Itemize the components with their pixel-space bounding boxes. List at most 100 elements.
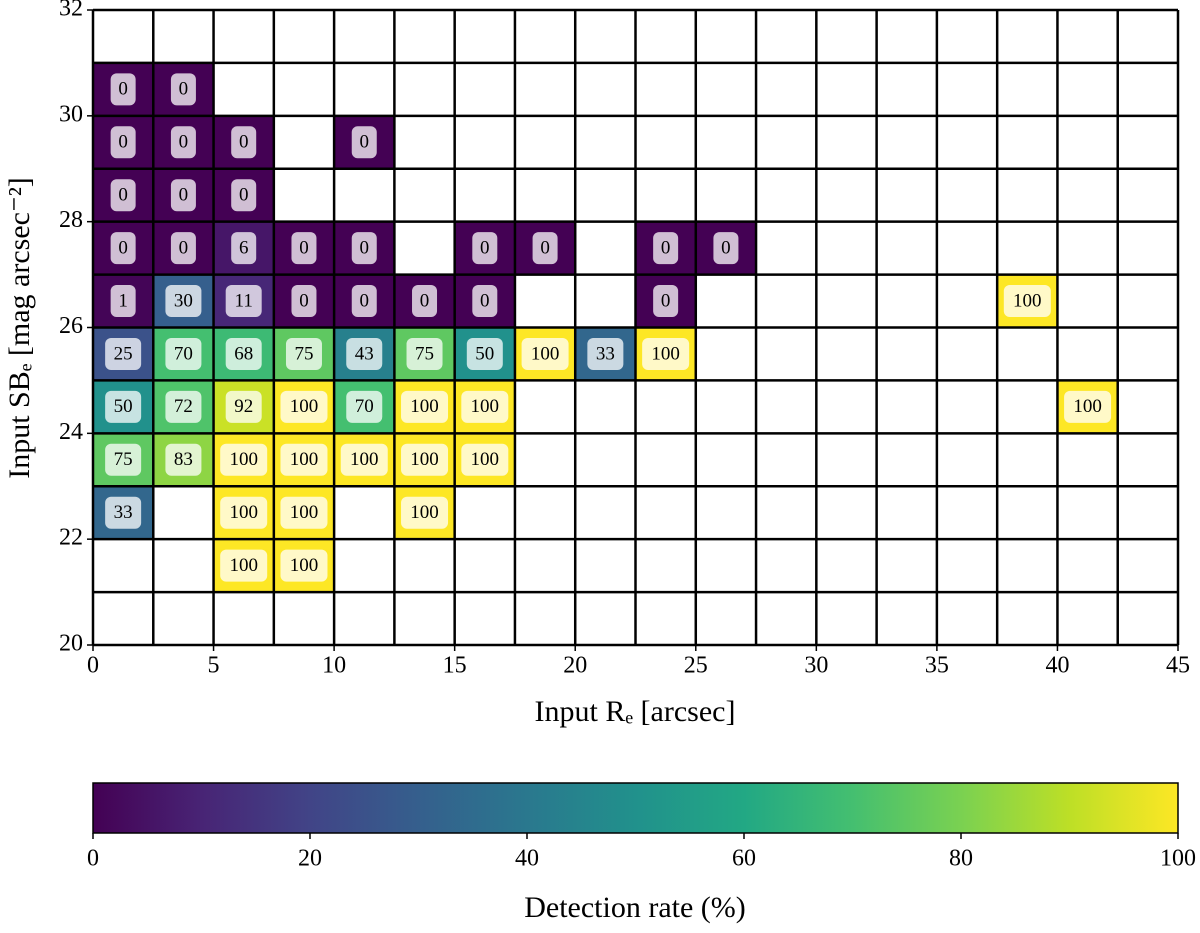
value-label: 100 <box>290 502 319 523</box>
value-label: 0 <box>480 290 490 311</box>
value-label: 0 <box>118 237 128 258</box>
colorbar-tick-label: 20 <box>298 846 322 872</box>
value-label: 0 <box>480 237 490 258</box>
value-label: 25 <box>114 343 133 364</box>
value-label: 100 <box>410 502 439 523</box>
value-label-box <box>165 443 202 476</box>
value-label: 0 <box>661 237 671 258</box>
x-tick-label: 35 <box>925 653 949 679</box>
value-label: 70 <box>355 396 374 417</box>
value-label: 100 <box>229 502 258 523</box>
value-label-box <box>170 126 196 159</box>
value-label: 43 <box>355 343 374 364</box>
value-label-box <box>587 337 624 370</box>
y-tick-label: 26 <box>59 313 83 339</box>
value-label-box <box>401 496 449 529</box>
value-label: 100 <box>290 449 319 470</box>
x-tick-label: 25 <box>684 653 708 679</box>
value-label-box <box>521 337 569 370</box>
value-label: 0 <box>179 79 189 100</box>
value-label: 0 <box>721 237 731 258</box>
value-label: 0 <box>118 79 128 100</box>
value-label: 100 <box>1013 290 1042 311</box>
colorbar-tick-label: 80 <box>949 846 973 872</box>
value-label: 0 <box>661 290 671 311</box>
value-label: 100 <box>350 449 379 470</box>
value-label-box <box>713 232 739 265</box>
y-axis-label: Input SBₑ [mag arcsec⁻²] <box>3 177 36 479</box>
value-label-box <box>346 337 383 370</box>
value-label-box <box>280 390 328 423</box>
value-label-box <box>231 179 257 212</box>
value-label-box <box>280 443 328 476</box>
value-label-box <box>532 232 558 265</box>
value-label-box <box>412 285 438 318</box>
value-label: 75 <box>415 343 434 364</box>
value-label: 50 <box>475 343 494 364</box>
colorbar-tick-label: 60 <box>732 846 756 872</box>
value-label-box <box>170 179 196 212</box>
value-label: 100 <box>531 343 560 364</box>
value-label-box <box>220 549 268 582</box>
value-label-box <box>170 232 196 265</box>
value-label-box <box>231 126 257 159</box>
value-label-box <box>461 443 509 476</box>
value-label: 0 <box>179 237 189 258</box>
x-tick-label: 45 <box>1166 653 1190 679</box>
value-label: 100 <box>410 396 439 417</box>
value-label: 1 <box>118 290 128 311</box>
value-label-box <box>280 549 328 582</box>
value-label: 100 <box>471 449 500 470</box>
value-label: 30 <box>174 290 193 311</box>
value-label-box <box>472 285 498 318</box>
value-label-box <box>105 337 142 370</box>
value-label: 70 <box>174 343 193 364</box>
x-tick-label: 40 <box>1045 653 1069 679</box>
value-label: 0 <box>179 132 189 153</box>
colorbar-label: Detection rate (%) <box>524 891 746 924</box>
value-label: 0 <box>360 237 370 258</box>
value-label-box <box>1064 390 1112 423</box>
value-label: 0 <box>239 185 249 206</box>
colorbar-tick-label: 40 <box>515 846 539 872</box>
value-label-box <box>291 285 317 318</box>
y-tick-label: 32 <box>59 0 83 22</box>
value-label-box <box>225 390 262 423</box>
x-tick-label: 5 <box>208 653 220 679</box>
value-label: 0 <box>299 237 309 258</box>
value-label-box <box>231 232 257 265</box>
value-label-box <box>461 390 509 423</box>
value-label: 0 <box>179 185 189 206</box>
value-label-box <box>1003 285 1051 318</box>
value-label: 100 <box>1073 396 1102 417</box>
value-label: 100 <box>410 449 439 470</box>
value-label: 68 <box>234 343 253 364</box>
value-label: 83 <box>174 449 193 470</box>
value-label: 100 <box>471 396 500 417</box>
value-label: 0 <box>239 132 249 153</box>
value-label-box <box>340 443 388 476</box>
value-label-box <box>285 337 322 370</box>
value-label: 100 <box>229 555 258 576</box>
value-label-box <box>351 232 377 265</box>
value-label-box <box>110 73 136 106</box>
x-tick-label: 10 <box>322 653 346 679</box>
value-label-box <box>351 126 377 159</box>
value-label-box <box>642 337 690 370</box>
value-label: 72 <box>174 396 193 417</box>
value-label: 0 <box>540 237 550 258</box>
colorbar-tick-label: 100 <box>1160 846 1196 872</box>
value-label-box <box>472 232 498 265</box>
colorbar <box>92 782 1179 834</box>
value-label: 0 <box>299 290 309 311</box>
value-label-box <box>291 232 317 265</box>
value-label: 0 <box>118 132 128 153</box>
value-label: 100 <box>229 449 258 470</box>
value-label-box <box>105 496 142 529</box>
value-label-box <box>401 390 449 423</box>
x-tick-label: 20 <box>563 653 587 679</box>
value-label: 75 <box>114 449 133 470</box>
value-label: 100 <box>651 343 680 364</box>
value-label-box <box>165 390 202 423</box>
